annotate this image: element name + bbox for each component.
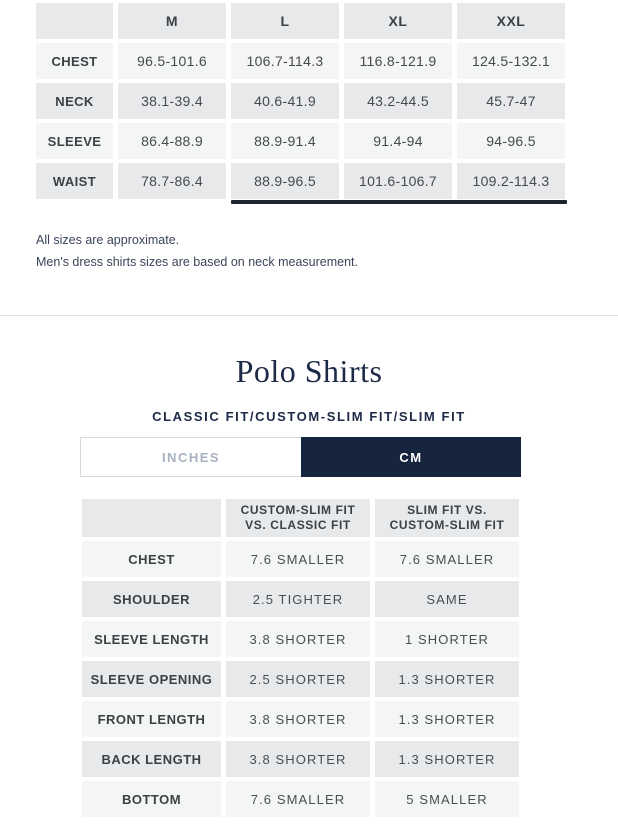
note-line: All sizes are approximate. [36,233,180,247]
fit-table-row-back-length: BACK LENGTH 3.8 SHORTER 1.3 SHORTER [82,741,519,777]
measurement-cell: 78.7-86.4 [118,163,226,199]
measurement-cell: 88.9-96.5 [231,163,339,199]
section-title: Polo Shirts [235,353,383,389]
fit-value-cell: 1.3 SHORTER [375,661,519,697]
fit-value-cell: 1 SHORTER [375,621,519,657]
measurement-cell: 106.7-114.3 [231,43,339,79]
size-chart-table: M L XL XXL CHEST 96.5-101.6 106.7-114.3 … [36,3,565,199]
size-column-header-m: M [118,3,226,39]
fit-table-row-shoulder: SHOULDER 2.5 TIGHTER SAME [82,581,519,617]
fit-value-cell: SAME [375,581,519,617]
measurement-cell: 101.6-106.7 [344,163,452,199]
size-table-row-waist: WAIST 78.7-86.4 88.9-96.5 101.6-106.7 10… [36,163,565,199]
measurement-cell: 86.4-88.9 [118,123,226,159]
table-horizontal-scrollbar[interactable] [231,200,567,204]
size-notes: All sizes are approximate. Men's dress s… [36,233,358,277]
row-label: CHEST [82,541,221,577]
row-label: SLEEVE LENGTH [82,621,221,657]
measurement-cell: 116.8-121.9 [344,43,452,79]
size-column-header-xxl: XXL [457,3,565,39]
measurement-cell: 91.4-94 [344,123,452,159]
measurement-cell: 43.2-44.5 [344,83,452,119]
size-column-header-l: L [231,3,339,39]
fit-value-cell: 2.5 TIGHTER [226,581,370,617]
measurement-cell: 38.1-39.4 [118,83,226,119]
fit-table-row-sleeve-opening: SLEEVE OPENING 2.5 SHORTER 1.3 SHORTER [82,661,519,697]
measurement-cell: 45.7-47 [457,83,565,119]
tab-cm[interactable]: CM [301,437,521,477]
measurement-cell: 124.5-132.1 [457,43,565,79]
fit-table-corner-cell [82,499,221,537]
row-label: WAIST [36,163,113,199]
fit-column-header-slim: SLIM FIT VS. CUSTOM-SLIM FIT [375,499,519,537]
size-table-header-row: M L XL XXL [36,3,565,39]
fit-table-row-bottom: BOTTOM 7.6 SMALLER 5 SMALLER [82,781,519,817]
size-table-row-chest: CHEST 96.5-101.6 106.7-114.3 116.8-121.9… [36,43,565,79]
fit-value-cell: 3.8 SHORTER [226,701,370,737]
section-subtitle: CLASSIC FIT/CUSTOM-SLIM FIT/SLIM FIT [152,409,466,424]
measurement-cell: 40.6-41.9 [231,83,339,119]
measurement-cell: 94-96.5 [457,123,565,159]
fit-table-row-sleeve-length: SLEEVE LENGTH 3.8 SHORTER 1 SHORTER [82,621,519,657]
row-label: SHOULDER [82,581,221,617]
fit-value-cell: 1.3 SHORTER [375,741,519,777]
fit-value-cell: 1.3 SHORTER [375,701,519,737]
tab-inches[interactable]: INCHES [80,437,301,477]
fit-comparison-table: CUSTOM-SLIM FIT VS. CLASSIC FIT SLIM FIT… [82,499,519,817]
fit-table-row-front-length: FRONT LENGTH 3.8 SHORTER 1.3 SHORTER [82,701,519,737]
fit-value-cell: 2.5 SHORTER [226,661,370,697]
row-label: SLEEVE OPENING [82,661,221,697]
row-label: NECK [36,83,113,119]
section-divider [0,315,618,316]
fit-table-row-chest: CHEST 7.6 SMALLER 7.6 SMALLER [82,541,519,577]
row-label: FRONT LENGTH [82,701,221,737]
row-label: SLEEVE [36,123,113,159]
measurement-cell: 96.5-101.6 [118,43,226,79]
size-table-corner-cell [36,3,113,39]
row-label: BACK LENGTH [82,741,221,777]
fit-value-cell: 3.8 SHORTER [226,621,370,657]
fit-column-header-custom-slim: CUSTOM-SLIM FIT VS. CLASSIC FIT [226,499,370,537]
fit-value-cell: 7.6 SMALLER [226,541,370,577]
fit-value-cell: 3.8 SHORTER [226,741,370,777]
fit-table-header-row: CUSTOM-SLIM FIT VS. CLASSIC FIT SLIM FIT… [82,499,519,537]
row-label: BOTTOM [82,781,221,817]
size-column-header-xl: XL [344,3,452,39]
fit-value-cell: 7.6 SMALLER [226,781,370,817]
measurement-cell: 88.9-91.4 [231,123,339,159]
note-line: Men's dress shirts sizes are based on ne… [36,255,358,269]
size-table-row-sleeve: SLEEVE 86.4-88.9 88.9-91.4 91.4-94 94-96… [36,123,565,159]
unit-tabs: INCHES CM [80,437,521,477]
fit-value-cell: 5 SMALLER [375,781,519,817]
size-table-row-neck: NECK 38.1-39.4 40.6-41.9 43.2-44.5 45.7-… [36,83,565,119]
measurement-cell: 109.2-114.3 [457,163,565,199]
row-label: CHEST [36,43,113,79]
fit-value-cell: 7.6 SMALLER [375,541,519,577]
